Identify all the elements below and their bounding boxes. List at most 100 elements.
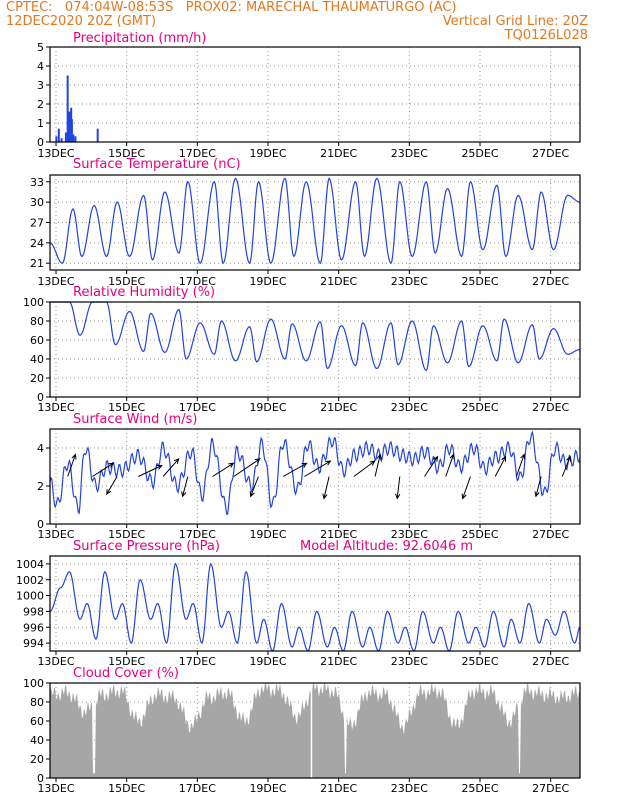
panel-frame: [49, 428, 581, 525]
panel-title: Relative Humidity (%): [73, 285, 215, 300]
y-tick-label: 20: [30, 372, 44, 385]
x-tick-label: 21DEC: [320, 782, 357, 795]
wind-arrow-head: [181, 491, 187, 498]
wind-arrow-head: [173, 458, 180, 464]
wind-arrow-head: [254, 458, 261, 464]
x-tick-label: 21DEC: [320, 655, 357, 668]
x-tick-label: 27DEC: [532, 655, 569, 668]
x-tick-label: 25DEC: [461, 782, 498, 795]
wind-arrow: [250, 476, 259, 497]
precip-bar: [66, 75, 69, 142]
x-tick-label: 21DEC: [320, 401, 357, 414]
precip-bar: [74, 136, 77, 142]
wind-arrow-head: [249, 491, 255, 498]
y-tick-label: 1002: [16, 574, 44, 587]
wind-arrow: [424, 456, 438, 477]
wind-arrow: [535, 476, 542, 497]
y-tick-label: 0: [37, 391, 44, 404]
x-tick-label: 19DEC: [249, 275, 286, 288]
y-tick-label: 60: [30, 715, 44, 728]
precip-bar: [70, 119, 73, 142]
x-tick-label: 17DEC: [179, 275, 216, 288]
wind-arrow: [445, 454, 455, 477]
wind-arrow-head: [432, 455, 439, 462]
y-tick-label: 40: [30, 353, 44, 366]
x-tick-label: 23DEC: [391, 655, 428, 668]
wind-arrow-head: [322, 493, 328, 500]
wind-arrow: [374, 454, 381, 477]
wind-arrow-head: [228, 462, 235, 468]
wind-arrow: [106, 476, 118, 495]
y-tick-label: 4: [37, 60, 44, 73]
wind-arrow: [162, 458, 180, 477]
wind-arrow-head: [325, 460, 332, 466]
x-tick-label: 13DEC: [37, 782, 74, 795]
y-tick-label: 998: [23, 605, 44, 618]
y-tick-label: 5: [37, 41, 44, 54]
header-grid-note: Vertical Grid Line: 20Z: [442, 14, 588, 29]
x-tick-label: 21DEC: [320, 528, 357, 541]
x-tick-label: 27DEC: [532, 528, 569, 541]
panel-title: Cloud Cover (%): [73, 666, 179, 681]
y-tick-label: 21: [30, 257, 44, 270]
wind-arrow: [353, 460, 375, 477]
y-tick-label: 80: [30, 315, 44, 328]
y-tick-label: 0: [37, 772, 44, 785]
wind-arrow: [138, 465, 162, 477]
y-tick-label: 100: [23, 296, 44, 309]
y-tick-label: 1000: [16, 590, 44, 603]
x-tick-label: 21DEC: [320, 275, 357, 288]
wind-arrow-head: [534, 491, 540, 498]
wind-arrow: [92, 462, 114, 477]
x-tick-label: 15DEC: [108, 782, 145, 795]
wind-arrow-head: [449, 453, 455, 460]
x-tick-label: 17DEC: [179, 528, 216, 541]
y-tick-label: 2: [37, 98, 44, 111]
panel-frame: [49, 301, 581, 398]
wind-arrow: [515, 454, 525, 477]
x-tick-label: 23DEC: [391, 147, 428, 160]
x-tick-label: 13DEC: [37, 528, 74, 541]
y-tick-label: 4: [37, 442, 44, 455]
x-tick-label: 13DEC: [37, 275, 74, 288]
wind-arrow: [494, 456, 507, 477]
series-line: [50, 301, 581, 372]
y-tick-label: 40: [30, 734, 44, 747]
x-tick-label: 17DEC: [179, 147, 216, 160]
x-tick-label: 25DEC: [461, 528, 498, 541]
y-tick-label: 1004: [16, 558, 44, 571]
wind-arrow: [561, 456, 571, 477]
y-tick-label: 0: [37, 518, 44, 531]
wind-arrow: [282, 462, 307, 477]
panel-frame: [49, 555, 581, 652]
x-tick-label: 15DEC: [108, 147, 145, 160]
series-line: [49, 430, 581, 516]
x-tick-label: 23DEC: [391, 401, 428, 414]
wind-arrow: [462, 476, 471, 499]
x-tick-label: 13DEC: [37, 147, 74, 160]
y-tick-label: 27: [30, 217, 44, 230]
y-tick-label: 20: [30, 753, 44, 766]
wind-arrow-head: [376, 453, 382, 460]
x-tick-label: 25DEC: [461, 655, 498, 668]
wind-arrow-head: [301, 462, 308, 468]
wind-arrow: [182, 476, 189, 497]
panel-subtitle: Model Altitude: 92.6046 m: [300, 539, 473, 554]
wind-arrow: [212, 462, 234, 477]
header-run-time: 12DEC2020 20Z (GMT): [6, 14, 157, 29]
wind-arrow-head: [106, 489, 112, 496]
x-tick-label: 19DEC: [249, 147, 286, 160]
wind-arrow: [233, 458, 261, 477]
wind-arrow-head: [566, 455, 572, 462]
x-tick-label: 17DEC: [179, 782, 216, 795]
y-tick-label: 996: [23, 621, 44, 634]
wind-arrow: [67, 454, 76, 477]
x-tick-label: 13DEC: [37, 655, 74, 668]
x-tick-label: 15DEC: [108, 528, 145, 541]
panel-title: Precipitation (mm/h): [73, 31, 206, 46]
panel-frame: [49, 682, 581, 779]
y-tick-label: 80: [30, 696, 44, 709]
x-tick-label: 17DEC: [179, 401, 216, 414]
y-tick-label: 30: [30, 196, 44, 209]
